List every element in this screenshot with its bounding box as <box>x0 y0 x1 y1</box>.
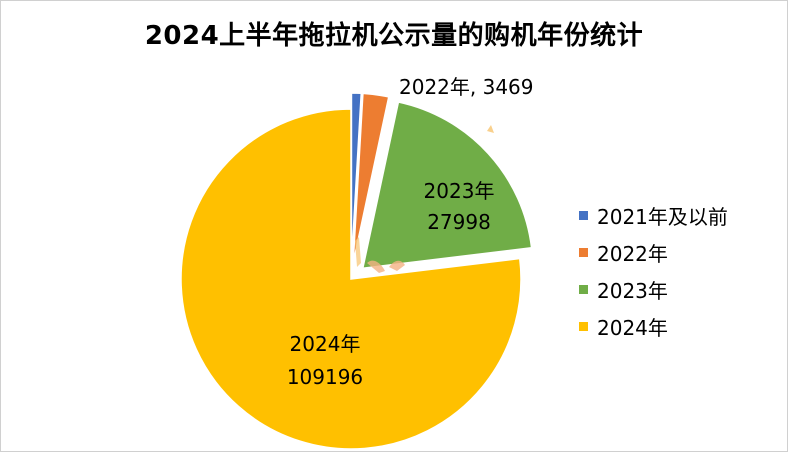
legend-label: 2021年及以前 <box>597 205 728 229</box>
legend-swatch-2022 <box>579 248 588 257</box>
slice-label-2023-name: 2023年 <box>424 179 495 203</box>
legend-item: 2021年及以前 <box>579 197 728 234</box>
slice-label-2022: 2022年, 3469 <box>399 75 534 99</box>
slice-label-2024-name: 2024年 <box>290 332 361 356</box>
legend-label: 2024年 <box>597 316 668 340</box>
label-fragment-marks <box>355 125 494 273</box>
legend-item: 2023年 <box>579 271 728 308</box>
legend-label: 2023年 <box>597 279 668 303</box>
legend: 2021年及以前 2022年 2023年 2024年 <box>579 197 728 345</box>
legend-item: 2024年 <box>579 308 728 345</box>
pie-slice-3 <box>361 101 533 270</box>
legend-swatch-2021 <box>579 211 588 220</box>
legend-item: 2022年 <box>579 234 728 271</box>
pie-slice-1 <box>350 92 363 264</box>
slice-label-2023-value: 27998 <box>427 210 491 234</box>
pie-slice-2 <box>352 92 390 264</box>
pie-slice-4 <box>180 108 522 450</box>
slice-label-2024-value: 109196 <box>287 365 363 389</box>
chart-title: 2024上半年拖拉机公示量的购机年份统计 <box>144 21 644 51</box>
legend-label: 2022年 <box>597 242 668 266</box>
legend-swatch-2024 <box>579 322 588 331</box>
legend-swatch-2023 <box>579 285 588 294</box>
